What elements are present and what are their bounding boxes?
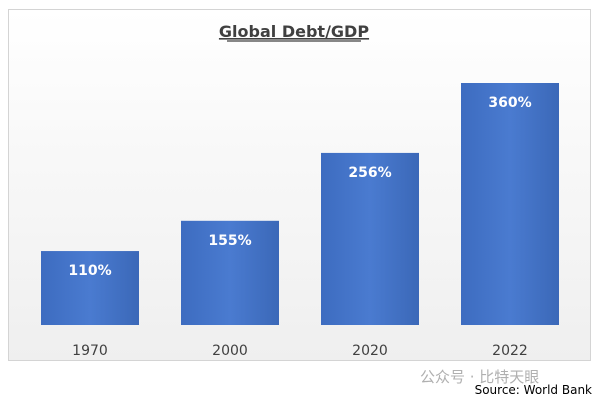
chart-title: Global Debt/GDP [219, 22, 369, 41]
x-tick-label: 2020 [352, 343, 388, 359]
x-tick-label: 2000 [212, 343, 248, 359]
bar-1970 [41, 251, 139, 325]
data-label: 360% [488, 95, 531, 111]
watermark: 公众号 · 比特天眼 [420, 368, 540, 386]
data-label: 256% [348, 165, 391, 181]
x-tick-label: 1970 [72, 343, 108, 359]
bar-2022 [461, 83, 559, 325]
data-label: 110% [68, 263, 111, 279]
bar-2020 [321, 152, 419, 325]
bar-2000 [181, 220, 279, 325]
source-note: Source: World Bank [474, 383, 592, 397]
data-label: 155% [208, 233, 251, 249]
x-tick-label: 2022 [492, 343, 528, 359]
